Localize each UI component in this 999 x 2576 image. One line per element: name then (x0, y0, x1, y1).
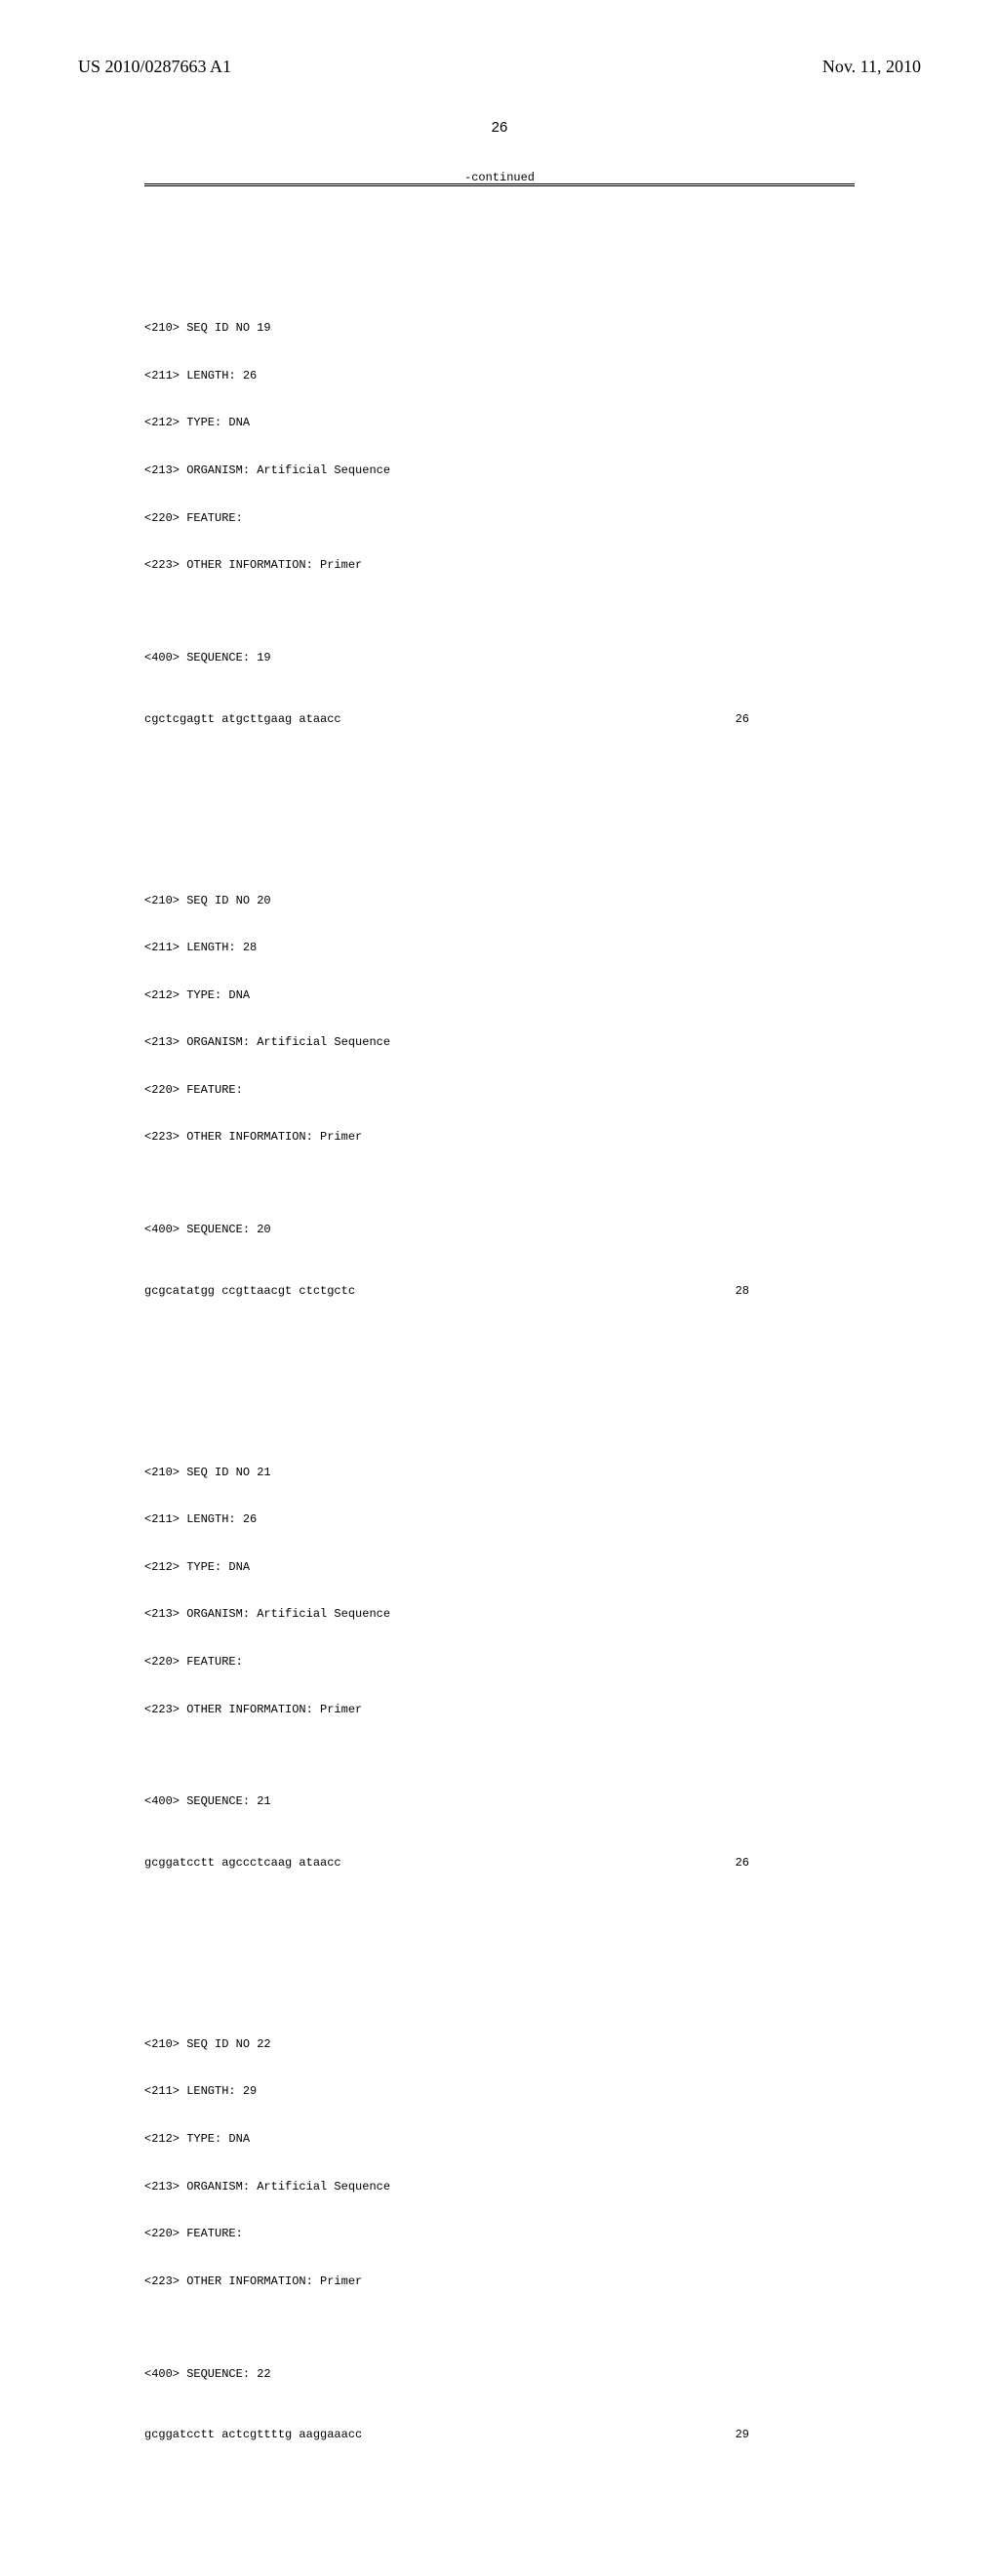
seq-id-line: <210> SEQ ID NO 21 (144, 1465, 855, 1480)
seq-feature-line: <220> FEATURE: (144, 1654, 855, 1670)
continued-label: -continued (464, 171, 535, 184)
sequence-text: gcggatcctt actcgttttg aaggaaacc (144, 2427, 362, 2442)
page-number: 26 (492, 119, 508, 136)
sequence-entry: <210> SEQ ID NO 21 <211> LENGTH: 26 <212… (144, 1401, 855, 1903)
sequence-text: gcggatcctt agccctcaag ataacc (144, 1855, 341, 1871)
seq-type-line: <212> TYPE: DNA (144, 1559, 855, 1575)
sequence-entry: <210> SEQ ID NO 23 <211> LENGTH: 30 <212… (144, 2545, 855, 2576)
seq-organism-line: <213> ORGANISM: Artificial Sequence (144, 1034, 855, 1050)
sequence-number: 26 (736, 1855, 855, 1871)
publication-number: US 2010/0287663 A1 (78, 57, 231, 77)
seq-length-line: <211> LENGTH: 28 (144, 940, 855, 955)
sequence-listing: <210> SEQ ID NO 19 <211> LENGTH: 26 <212… (144, 183, 855, 2576)
seq-info-line: <223> OTHER INFORMATION: Primer (144, 1702, 855, 1717)
publication-date: Nov. 11, 2010 (822, 57, 921, 77)
sequence-entry: <210> SEQ ID NO 19 <211> LENGTH: 26 <212… (144, 258, 855, 759)
sequence-header-group: <210> SEQ ID NO 19 <211> LENGTH: 26 <212… (144, 289, 855, 605)
seq-length-line: <211> LENGTH: 26 (144, 1511, 855, 1527)
seq-type-line: <212> TYPE: DNA (144, 987, 855, 1003)
sequence-line: gcggatcctt agccctcaag ataacc 26 (144, 1855, 855, 1871)
page-header: US 2010/0287663 A1 Nov. 11, 2010 (0, 57, 999, 77)
seq-length-line: <211> LENGTH: 29 (144, 2083, 855, 2099)
sequence-line: gcggatcctt actcgttttg aaggaaacc 29 (144, 2427, 855, 2442)
seq-label-line: <400> SEQUENCE: 22 (144, 2366, 855, 2382)
seq-label-line: <400> SEQUENCE: 21 (144, 1793, 855, 1809)
seq-id-line: <210> SEQ ID NO 19 (144, 320, 855, 336)
seq-label-line: <400> SEQUENCE: 20 (144, 1222, 855, 1237)
seq-id-line: <210> SEQ ID NO 20 (144, 893, 855, 908)
sequence-number: 29 (736, 2427, 855, 2442)
seq-feature-line: <220> FEATURE: (144, 510, 855, 526)
seq-organism-line: <213> ORGANISM: Artificial Sequence (144, 2179, 855, 2194)
seq-organism-line: <213> ORGANISM: Artificial Sequence (144, 1606, 855, 1622)
seq-type-line: <212> TYPE: DNA (144, 415, 855, 430)
sequence-header-group: <210> SEQ ID NO 22 <211> LENGTH: 29 <212… (144, 2005, 855, 2321)
seq-id-line: <210> SEQ ID NO 22 (144, 2036, 855, 2052)
seq-type-line: <212> TYPE: DNA (144, 2131, 855, 2147)
seq-feature-line: <220> FEATURE: (144, 1082, 855, 1098)
sequence-text: gcgcatatgg ccgttaacgt ctctgctc (144, 1283, 355, 1299)
seq-label-line: <400> SEQUENCE: 19 (144, 650, 855, 665)
sequence-number: 28 (736, 1283, 855, 1299)
seq-feature-line: <220> FEATURE: (144, 2226, 855, 2241)
sequence-entry: <210> SEQ ID NO 20 <211> LENGTH: 28 <212… (144, 829, 855, 1331)
sequence-header-group: <210> SEQ ID NO 20 <211> LENGTH: 28 <212… (144, 861, 855, 1177)
seq-info-line: <223> OTHER INFORMATION: Primer (144, 2274, 855, 2289)
sequence-text: cgctcgagtt atgcttgaag ataacc (144, 711, 341, 727)
sequence-line: gcgcatatgg ccgttaacgt ctctgctc 28 (144, 1283, 855, 1299)
sequence-number: 26 (736, 711, 855, 727)
header-line: US 2010/0287663 A1 Nov. 11, 2010 (78, 57, 921, 77)
sequence-entry: <210> SEQ ID NO 22 <211> LENGTH: 29 <212… (144, 1973, 855, 2475)
sequence-line: cgctcgagtt atgcttgaag ataacc 26 (144, 711, 855, 727)
sequence-block: <210> SEQ ID NO 19 <211> LENGTH: 26 <212… (144, 186, 855, 2576)
seq-info-line: <223> OTHER INFORMATION: Primer (144, 1129, 855, 1145)
seq-info-line: <223> OTHER INFORMATION: Primer (144, 557, 855, 573)
seq-organism-line: <213> ORGANISM: Artificial Sequence (144, 463, 855, 478)
sequence-header-group: <210> SEQ ID NO 21 <211> LENGTH: 26 <212… (144, 1432, 855, 1749)
seq-length-line: <211> LENGTH: 26 (144, 368, 855, 383)
divider-top (144, 183, 855, 184)
